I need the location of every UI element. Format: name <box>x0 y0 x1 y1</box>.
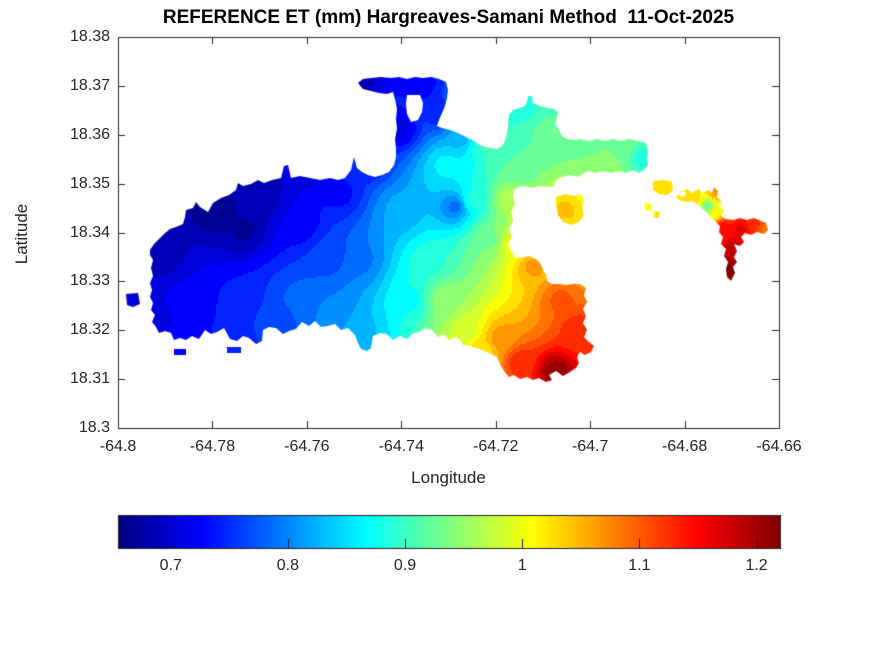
x-tick-label: -64.66 <box>756 438 802 455</box>
y-tick-label: 18.3 <box>78 419 110 436</box>
colorbar-tick-label: 1 <box>517 557 527 574</box>
plot-title: REFERENCE ET (mm) Hargreaves-Samani Meth… <box>162 7 735 28</box>
y-tick-label: 18.38 <box>69 28 110 45</box>
x-tick-label: -64.78 <box>189 438 236 455</box>
colorbar-tick-label: 1.1 <box>628 557 651 574</box>
y-tick-label: 18.31 <box>69 370 110 388</box>
x-tick-label: -64.8 <box>99 438 137 455</box>
y-axis-label: Latitude <box>12 203 31 265</box>
x-tick-label: -64.68 <box>661 438 708 455</box>
colorbar-tick-label: 1.2 <box>745 557 768 574</box>
x-tick-label: -64.74 <box>378 438 424 455</box>
x-tick-label: -64.72 <box>473 438 519 455</box>
x-tick-label: -64.7 <box>571 438 609 455</box>
y-tick-label: 18.35 <box>69 174 110 192</box>
colorbar-tick-label: 0.9 <box>393 557 417 574</box>
y-tick-label: 18.33 <box>69 272 110 290</box>
y-tick-label: 18.34 <box>69 223 110 241</box>
y-tick-label: 18.37 <box>69 76 110 94</box>
y-tick-label: 18.32 <box>69 321 110 339</box>
y-tick-label: 18.36 <box>69 125 110 143</box>
x-tick-label: -64.76 <box>284 438 330 455</box>
colorbar-tick-label: 0.8 <box>276 557 300 574</box>
x-axis-label: Longitude <box>411 468 486 487</box>
colorbar-tick-label: 0.7 <box>159 557 182 574</box>
